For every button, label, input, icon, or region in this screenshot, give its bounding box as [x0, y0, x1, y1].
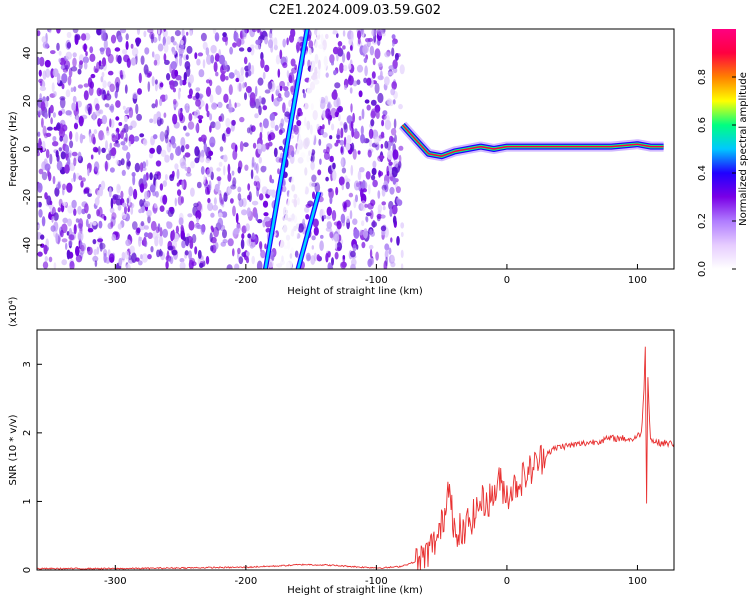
x-tick-label: -300	[104, 576, 127, 587]
x-tick-label: -300	[104, 275, 127, 286]
snr-y-ticks: 0 1 2 3	[22, 361, 42, 573]
snr-panel: -300 -200 -100 0 100 0 1 2 3 Height of straight…	[8, 296, 675, 596]
spectrogram-y-label: Frequency (Hz)	[8, 111, 19, 187]
snr-y-label: SNR (10 * v/v)	[8, 414, 19, 485]
cb-tick-label: 0.2	[697, 213, 708, 229]
snr-frame	[36, 329, 675, 571]
signal-core	[401, 124, 664, 157]
direct-line-core-1	[296, 191, 321, 269]
y-tick-label: 0	[22, 146, 33, 152]
x-tick-label: -100	[365, 275, 388, 286]
spectrogram-x-ticks: -300 -200 -100 0 100	[104, 264, 647, 286]
spectrogram-content	[37, 29, 664, 269]
noise-speckle	[37, 29, 405, 269]
spectrogram-x-label: Height of straight line (km)	[287, 286, 423, 297]
x-tick-label: 100	[628, 275, 647, 286]
direct-line-core-0	[264, 29, 309, 269]
x-tick-label: 0	[504, 576, 510, 587]
y-tick-label: 2	[22, 430, 33, 436]
signal-halo	[398, 121, 664, 162]
y-tick-label: -40	[22, 237, 33, 253]
spectrogram-y-ticks: -40 -20 0 20 40	[22, 47, 42, 253]
y-tick-label: 20	[22, 95, 33, 108]
snr-content	[37, 346, 674, 570]
direct-gap	[275, 29, 334, 269]
snr-series-line	[37, 346, 674, 570]
snr-x-label: Height of straight line (km)	[287, 585, 423, 596]
y-tick-label: -20	[22, 189, 33, 205]
x-tick-label: -200	[235, 576, 258, 587]
cb-tick-label: 0.8	[697, 69, 708, 85]
y-tick-label: 3	[22, 361, 33, 367]
x-tick-label: 0	[504, 275, 510, 286]
x-tick-label: -100	[365, 576, 388, 587]
snr-x-ticks: -300 -200 -100 0 100	[104, 565, 647, 587]
figure-title: C2E1.2024.009.03.59.G02	[269, 3, 441, 18]
cb-tick-label: 0.4	[697, 165, 708, 181]
cb-tick-label: 0.0	[697, 261, 708, 277]
y-tick-label: 0	[22, 567, 33, 573]
snr-scale-label: (x10⁴)	[8, 296, 19, 327]
cb-tick-label: 0.6	[697, 117, 708, 133]
x-tick-label: 100	[628, 576, 647, 587]
colorbar-gradient	[712, 29, 736, 269]
y-tick-label: 1	[22, 498, 33, 504]
y-tick-label: 40	[22, 47, 33, 60]
x-tick-label: -200	[235, 275, 258, 286]
colorbar-label: Normalized spectral amplitude	[738, 72, 749, 226]
colorbar-ticks: 0.0 0.2 0.4 0.6 0.8	[697, 69, 736, 277]
colorbar: 0.0 0.2 0.4 0.6 0.8 Normalized spectral ampl…	[697, 29, 749, 277]
